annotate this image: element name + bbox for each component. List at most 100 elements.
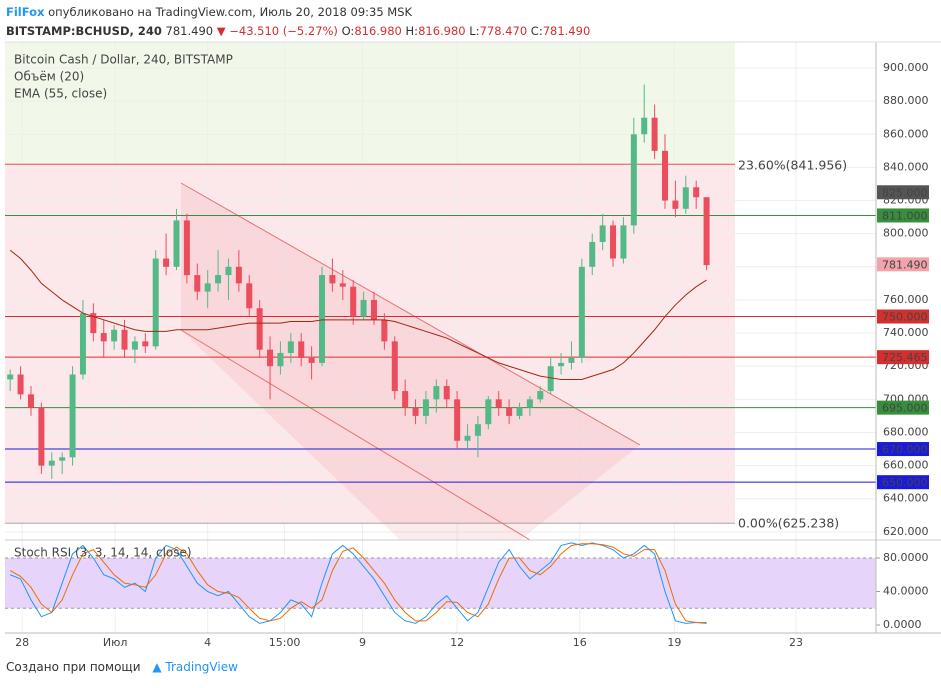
candle-body (48, 460, 55, 466)
candle-body (79, 313, 86, 375)
x-tick-label: 9 (359, 636, 366, 649)
channel-line (180, 329, 531, 541)
candle-body (17, 374, 24, 395)
candle-body (235, 266, 242, 284)
legend-entry: EMA (55, close) (14, 87, 107, 101)
candle-body (402, 391, 409, 408)
ohlc-key: C: (530, 24, 543, 38)
candle-body (620, 225, 627, 259)
ohlc-value: 816.980 (354, 24, 402, 38)
candle-body (568, 357, 575, 363)
y-tick-label: 840.000 (883, 160, 929, 173)
fib-label: 23.60%(841.956) (738, 158, 847, 173)
author[interactable]: FilFox (6, 5, 45, 19)
brand-name: TradingView (165, 660, 238, 674)
candle-body (277, 352, 284, 367)
candle-body (526, 399, 533, 408)
header: FilFox опубликовано на TradingView.com, … (6, 3, 590, 41)
candle-body (516, 407, 523, 416)
ohlc-key: H: (405, 24, 419, 38)
candle-body (90, 313, 97, 334)
candle-body (506, 407, 513, 416)
y-tick-label: 640.000 (883, 492, 929, 505)
price-label: 811.000 (882, 209, 928, 222)
candle-body (391, 341, 398, 392)
y-tick-label: 80.0000 (883, 551, 929, 564)
candle-body (319, 275, 326, 363)
candle-body (287, 341, 294, 353)
price-label-bg (877, 400, 929, 415)
candle-body (183, 220, 190, 276)
candle-body (194, 275, 201, 292)
y-tick-label: 620.000 (883, 525, 929, 538)
ohlc-value: 781.490 (542, 24, 591, 38)
price-label: 695.000 (882, 402, 928, 415)
y-tick-label: 880.000 (883, 94, 929, 107)
channel-line (180, 182, 641, 446)
symbol: BITSTAMP:BCHUSD, 240 (6, 24, 162, 38)
candle-body (7, 374, 14, 380)
candle-body (111, 329, 118, 342)
ohlc-value: 816.980 (418, 24, 466, 38)
stoch-line (9, 543, 707, 624)
candle-body (672, 200, 679, 209)
y-tick-label: 800.000 (883, 227, 929, 240)
x-tick-label: 12 (450, 636, 464, 649)
stoch-title: Stoch RSI (3, 3, 14, 14, close) (14, 546, 192, 560)
candle-body (204, 283, 211, 292)
made-with: Создано при помощи (6, 660, 141, 674)
candle-body (412, 407, 419, 416)
price-label: 670.000 (882, 443, 928, 456)
candle-body (641, 117, 648, 135)
brand[interactable]: ▲ TradingView (152, 660, 238, 674)
candle-body (100, 333, 107, 342)
candle-body (651, 117, 658, 151)
candle-body (485, 399, 492, 425)
candle-body (38, 407, 45, 466)
candle-body (578, 266, 585, 358)
price-label-bg (877, 257, 929, 272)
candle-body (433, 386, 440, 400)
x-tick-label: 15:00 (269, 636, 301, 649)
volume-label: Объём (20) (14, 70, 84, 84)
ohlc-key: L: (469, 24, 480, 38)
price-label: 781.490 (882, 258, 928, 271)
fib-label: 0.00%(625.238) (738, 516, 839, 531)
y-tick-label: 660.000 (883, 459, 929, 472)
x-tick-label: 28 (15, 636, 29, 649)
price-label-bg (877, 185, 929, 200)
candle-body (163, 258, 170, 267)
x-tick-label: 19 (667, 636, 681, 649)
price-label-bg (877, 475, 929, 490)
candle-body (474, 424, 481, 436)
y-tick-label: 760.000 (883, 293, 929, 306)
candle-body (329, 275, 336, 284)
candle-body (267, 349, 274, 367)
y-tick-label: 900.000 (883, 61, 929, 74)
candle-body (537, 391, 544, 400)
ema-line (9, 249, 707, 380)
candle-body (422, 399, 429, 416)
x-tick-label: 16 (573, 636, 587, 649)
candle-body (142, 341, 149, 347)
candle-body (131, 341, 138, 350)
published: опубликовано на TradingView.com, Июль 20… (48, 5, 413, 19)
y-tick-label: 680.000 (883, 425, 929, 438)
price-label: 825.000 (882, 186, 928, 199)
candle-body (370, 299, 377, 320)
candle-body (69, 374, 76, 458)
x-tick-label: Июл (103, 636, 128, 649)
candle-body (173, 220, 180, 267)
price: 781.490 (165, 24, 214, 38)
candle-body (610, 225, 617, 259)
change: ▼ −43.510 (−5.27%) (216, 24, 338, 38)
y-tick-label: 40.0000 (883, 585, 929, 598)
candle-body (152, 258, 159, 347)
price-label: 750.000 (882, 311, 928, 324)
x-tick-label: 4 (204, 636, 211, 649)
fib-zone-upper (5, 42, 735, 165)
candle-body (27, 394, 34, 408)
candle-body (589, 241, 596, 267)
candle-body (246, 283, 253, 309)
